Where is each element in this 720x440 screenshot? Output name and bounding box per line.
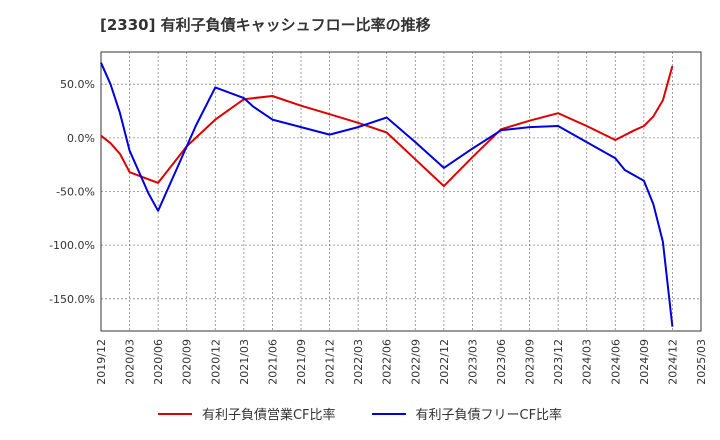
x-tick-label: 2021/09 [295,339,308,385]
y-tick-label: -100.0% [49,239,95,252]
legend-swatch-blue [371,412,406,415]
x-tick-label: 2024/03 [581,339,594,385]
line-chart: 50.0% 0.0% -50.0% -100.0% -150.0% 2019/12 2020… [49,51,708,385]
x-tick-label: 2023/03 [466,339,479,385]
series-line-1 [100,62,674,327]
x-tick-label: 2022/09 [409,339,422,385]
x-tick-label: 2022/06 [381,339,394,385]
x-tick-label: 2020/09 [181,339,194,385]
x-tick-label: 2021/03 [238,339,251,385]
x-tick-label: 2021/12 [324,339,337,385]
chart-title: [2330] 有利子負債キャッシュフロー比率の推移 [100,16,431,34]
legend-item-operating-cf: 有利子負債営業CF比率 [157,404,336,423]
x-tick-label: 2020/12 [209,339,222,385]
series-line-0 [100,65,674,188]
x-tick-label: 2023/06 [495,339,508,385]
x-tick-label: 2022/12 [438,339,451,385]
y-tick-label: 50.0% [60,78,95,91]
legend: 有利子負債営業CF比率 有利子負債フリーCF比率 [0,404,720,423]
plot-frame [100,51,702,332]
legend-item-free-cf: 有利子負債フリーCF比率 [371,404,563,423]
y-tick-label: 0.0% [67,132,95,145]
x-tick-label: 2023/09 [524,339,537,385]
x-tick-label: 2023/12 [552,339,565,385]
x-tick-label: 2021/06 [266,339,279,385]
x-tick-label: 2024/06 [609,339,622,385]
x-tick-label: 2020/03 [124,339,137,385]
x-tick-label: 2020/06 [152,339,165,385]
x-tick-label: 2019/12 [95,339,108,385]
legend-label-operating-cf: 有利子負債営業CF比率 [201,408,336,423]
legend-swatch-red [157,412,192,415]
x-tick-label: 2022/03 [352,339,365,385]
x-tick-label: 2024/09 [638,339,651,385]
x-tick-label: 2025/03 [695,339,708,385]
y-tick-label: -50.0% [56,186,95,199]
x-tick-label: 2024/12 [666,339,679,385]
legend-label-free-cf: 有利子負債フリーCF比率 [415,408,563,423]
y-tick-label: -150.0% [49,293,95,306]
